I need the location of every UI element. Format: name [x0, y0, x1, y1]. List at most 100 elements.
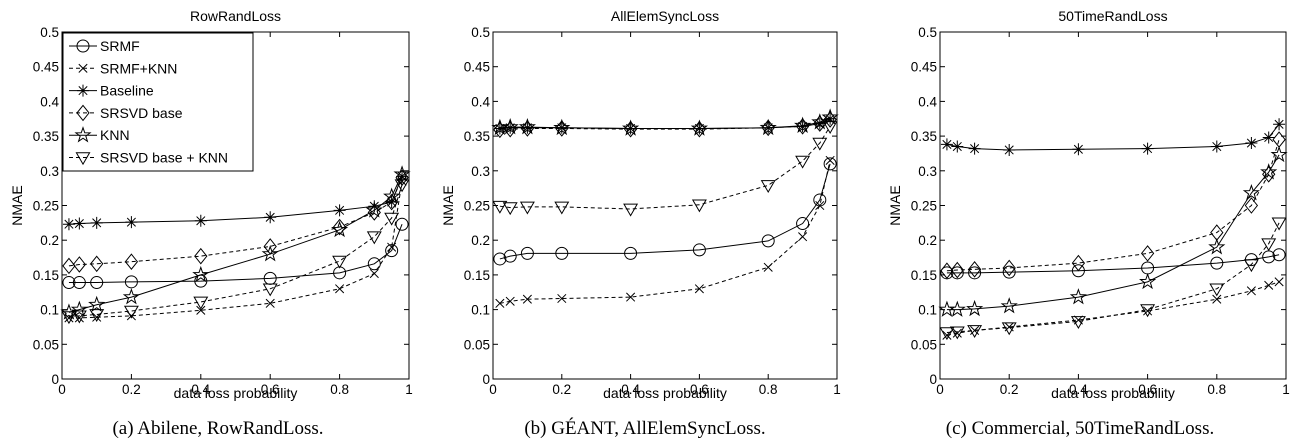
data-point — [125, 216, 138, 229]
data-point — [1143, 306, 1153, 316]
y-tick-label: 0.15 — [464, 268, 490, 283]
data-point — [503, 249, 517, 263]
plot-area — [492, 31, 838, 380]
y-axis-label: NMAE — [9, 185, 25, 225]
data-point — [968, 142, 981, 155]
data-point — [518, 118, 536, 135]
data-point — [1069, 288, 1087, 305]
data-point — [555, 120, 569, 137]
data-point — [333, 204, 346, 217]
x-tick-label: 0.6 — [690, 382, 709, 397]
y-tick-label: 0.15 — [33, 268, 59, 283]
data-point — [691, 199, 707, 213]
data-point — [796, 217, 810, 231]
x-tick-label: 0 — [936, 382, 944, 397]
series-srsvd-base-knn — [61, 179, 410, 325]
legend-marker — [76, 104, 90, 122]
data-point — [1244, 197, 1259, 214]
series-line — [68, 176, 403, 225]
legend-box — [62, 32, 254, 172]
legend-marker — [76, 39, 90, 53]
data-point — [1140, 245, 1155, 262]
data-point — [332, 255, 348, 269]
x-axis-label: data loss probability — [603, 385, 727, 401]
data-point — [495, 298, 505, 308]
data-point — [761, 234, 775, 248]
data-point — [1261, 238, 1277, 252]
legend: SRMF SRMF+KNN Baseline SRSVD base KNN SRSVD b… — [62, 32, 254, 172]
data-point — [626, 292, 636, 302]
data-point — [331, 220, 349, 238]
y-tick-label: 0.3 — [471, 164, 490, 179]
data-point — [394, 179, 410, 193]
data-point — [824, 112, 837, 125]
x-axis-label: data loss probability — [1051, 385, 1175, 401]
y-tick-label: 0.1 — [471, 303, 490, 318]
data-point — [815, 200, 825, 211]
data-point — [1071, 264, 1085, 278]
y-tick-label: 0.25 — [464, 199, 490, 214]
data-point — [1260, 163, 1278, 180]
data-point — [61, 311, 77, 325]
data-point — [395, 217, 409, 231]
data-point — [1273, 118, 1286, 131]
chart-panel-1: RowRandLoss 0 0.05 0.1 0.15 0.2 0.25 0.3 0.35 0.4… — [9, 8, 413, 401]
data-point — [690, 119, 708, 136]
data-point — [1001, 322, 1017, 336]
y-tick-label: 0.45 — [464, 60, 490, 75]
chart-title: AllElemSyncLoss — [611, 8, 719, 24]
x-tick-label: 0.4 — [621, 382, 640, 397]
data-point — [265, 298, 275, 308]
data-point — [1271, 217, 1287, 231]
data-point — [968, 266, 982, 280]
y-tick-label: 0 — [51, 372, 59, 387]
legend-marker — [78, 63, 88, 73]
y-tick-label: 0.05 — [33, 337, 59, 352]
data-point — [194, 214, 207, 227]
data-point — [493, 122, 506, 135]
data-point — [383, 187, 401, 204]
series-line — [499, 116, 831, 129]
series-line — [946, 154, 1280, 311]
x-tick-label: 0.4 — [191, 382, 210, 397]
data-point — [795, 155, 811, 169]
data-point — [62, 276, 76, 290]
y-tick-label: 0.15 — [911, 268, 937, 283]
x-axis-label: data loss probability — [174, 385, 298, 401]
data-point — [811, 113, 829, 130]
caption-b: (b) GÉANT, AllElemSyncLoss. — [524, 417, 765, 439]
data-point — [264, 211, 277, 224]
data-point — [521, 121, 534, 134]
x-tick-label: 0.2 — [1000, 382, 1019, 397]
series-knn — [60, 165, 411, 320]
data-point — [794, 116, 812, 133]
y-tick-label: 0.3 — [40, 164, 59, 179]
series-line — [68, 177, 403, 267]
data-point — [335, 284, 345, 294]
data-point — [519, 201, 535, 215]
y-tick-label: 0.45 — [911, 60, 937, 75]
data-point — [967, 325, 983, 339]
y-tick-label: 0.3 — [918, 164, 937, 179]
data-point — [1242, 183, 1260, 201]
y-tick-label: 0.2 — [471, 233, 490, 248]
data-point — [967, 261, 982, 278]
series-line — [946, 222, 1280, 333]
data-point — [501, 118, 519, 135]
data-point — [522, 294, 532, 304]
caption-a: (a) Abilene, RowRandLoss. — [112, 418, 323, 439]
data-point — [62, 257, 76, 275]
data-point — [1212, 294, 1222, 304]
data-point — [1002, 259, 1016, 277]
x-tick-label: 0.2 — [552, 382, 571, 397]
caption-c: (c) Commercial, 50TimeRandLoss. — [946, 418, 1214, 439]
x-tick-label: 1 — [1282, 382, 1290, 397]
data-point — [493, 252, 507, 266]
plot-area — [939, 31, 1287, 380]
data-point — [502, 202, 518, 216]
x-tick-label: 0.4 — [1069, 382, 1088, 397]
x-tick-label: 0.8 — [1207, 382, 1226, 397]
data-point — [1243, 259, 1259, 273]
series-line — [499, 126, 831, 210]
data-point — [369, 268, 379, 279]
